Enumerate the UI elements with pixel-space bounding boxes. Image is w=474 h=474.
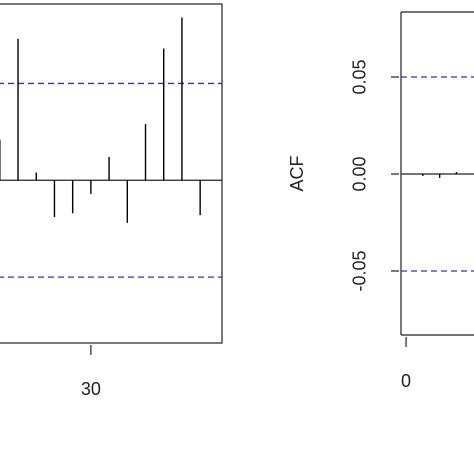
y-tick-label: -0.05 [350,250,370,291]
y-tick-label: 0.05 [350,59,370,94]
x-tick-label: 0 [401,371,411,391]
x-tick-label: 30 [81,379,101,399]
y-tick-label: 0.00 [350,156,370,191]
y-axis-label: ACF [287,155,307,191]
left-plot-box [0,3,223,344]
